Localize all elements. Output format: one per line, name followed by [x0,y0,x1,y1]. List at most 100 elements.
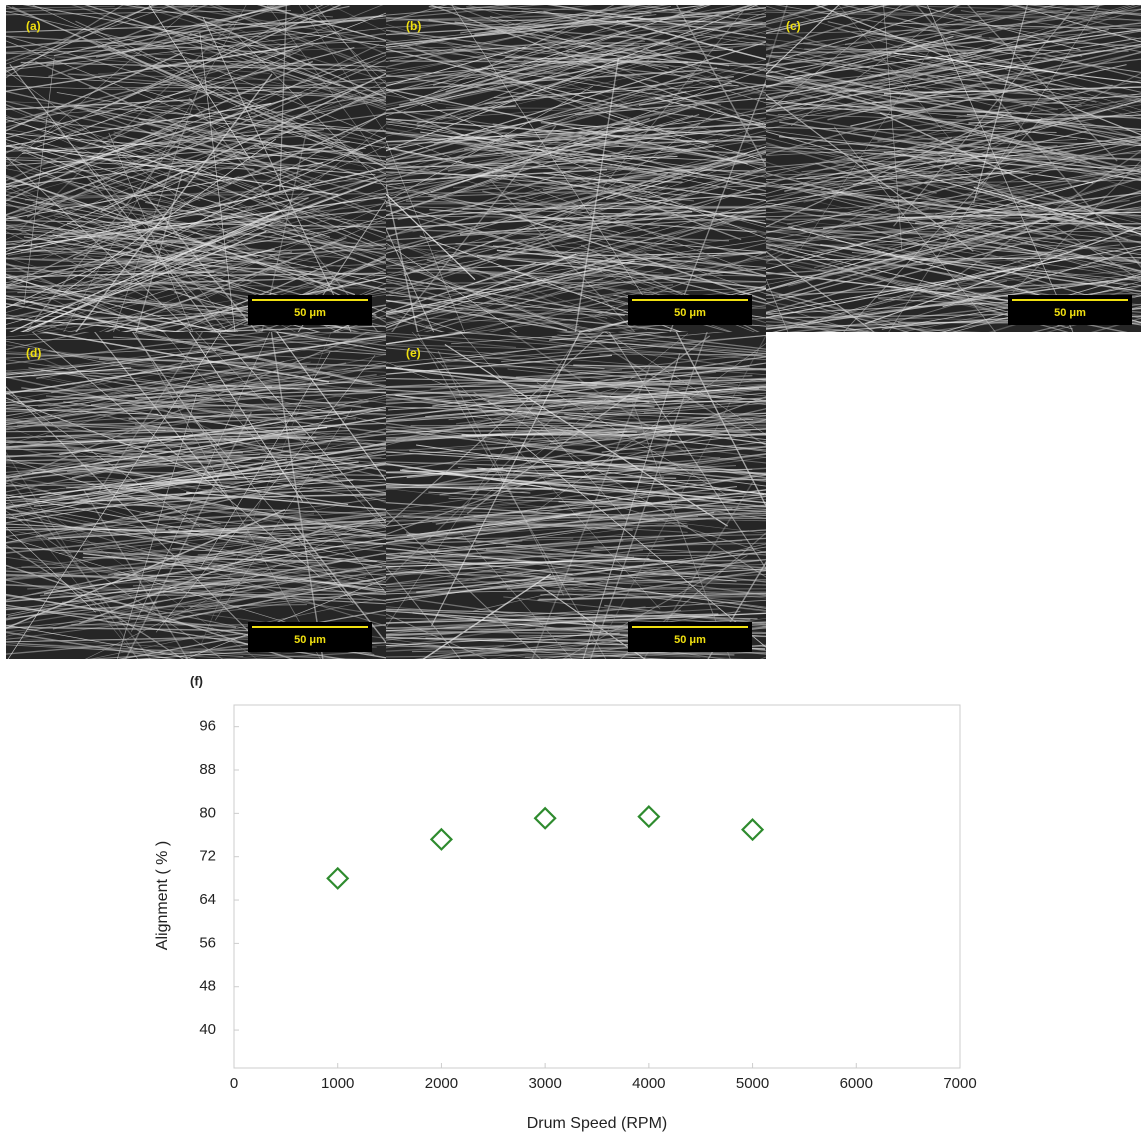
fiber [130,518,386,577]
fiber [766,74,1027,104]
fiber [174,5,333,18]
fiber [35,61,312,185]
fiber [218,235,386,254]
fiber [780,164,1141,185]
fiber [386,262,537,314]
fiber [471,199,766,285]
fiber [850,64,1127,127]
fiber [386,354,613,375]
fiber [560,5,755,68]
fiber [386,486,738,528]
fiber [766,230,1141,233]
fiber [604,604,766,625]
fiber [766,205,968,227]
fiber [6,509,196,537]
fiber [102,49,301,144]
fiber [184,407,354,604]
fiber [6,85,386,99]
fiber [766,205,1092,233]
fiber [172,453,386,480]
fiber [400,529,766,555]
fiber [78,527,327,625]
fiber [386,270,602,316]
fiber [1024,5,1141,16]
fiber [422,573,552,659]
fiber [403,44,638,130]
fiber [551,336,766,357]
fiber [6,5,198,13]
fiber [786,166,1141,225]
fiber [17,424,386,436]
fiber [801,145,1058,173]
fiber [386,237,648,331]
fiber [120,276,386,332]
fiber [399,469,766,504]
fiber [6,591,386,630]
fiber [386,568,766,588]
fiber [131,332,238,480]
fiber [6,447,386,496]
fiber [554,135,766,161]
fiber [6,433,386,482]
fiber [766,52,1141,130]
fiber [386,617,696,625]
fiber [386,548,696,576]
fiber [134,5,386,82]
fiber [386,367,669,390]
fiber [489,418,766,426]
fiber [430,104,698,193]
fiber [32,202,386,223]
fiber [185,272,386,277]
fiber [99,358,386,367]
fiber [1012,5,1141,33]
fiber [766,43,1141,112]
fiber [515,426,766,459]
fiber [437,550,754,561]
fiber [94,332,229,499]
fiber [896,211,1141,219]
fiber [485,548,766,569]
fiber [6,197,209,259]
fiber [407,489,766,537]
fiber [216,332,386,524]
fiber [386,570,766,586]
fiber [766,26,1141,140]
fiber [6,228,229,248]
fiber [6,224,163,238]
fiber [386,41,766,161]
fiber [386,5,545,20]
fiber [386,421,766,441]
fiber [6,397,211,478]
fiber [882,269,1141,291]
fiber [386,430,628,438]
fiber [559,417,766,440]
fiber [523,41,766,61]
fiber [604,332,766,435]
fiber [559,206,766,214]
fiber [31,278,167,332]
fiber [509,213,766,301]
fiber [766,185,1141,230]
fiber [386,281,766,284]
fiber [137,450,386,506]
fiber [766,85,1075,158]
fiber [6,161,324,220]
fiber [386,48,628,108]
fiber [6,478,386,487]
fiber [416,399,766,433]
fiber [386,508,733,540]
fiber [941,273,1141,332]
fiber [576,64,766,119]
fiber [6,448,243,454]
fiber [766,243,949,247]
fiber [54,508,386,538]
fiber [6,168,289,226]
fiber [314,5,386,96]
fiber [386,513,688,533]
fiber [386,369,623,396]
fiber [766,257,1034,323]
fiber [386,5,515,16]
fiber [782,179,1141,185]
fiber [386,385,626,446]
fiber [386,516,570,544]
